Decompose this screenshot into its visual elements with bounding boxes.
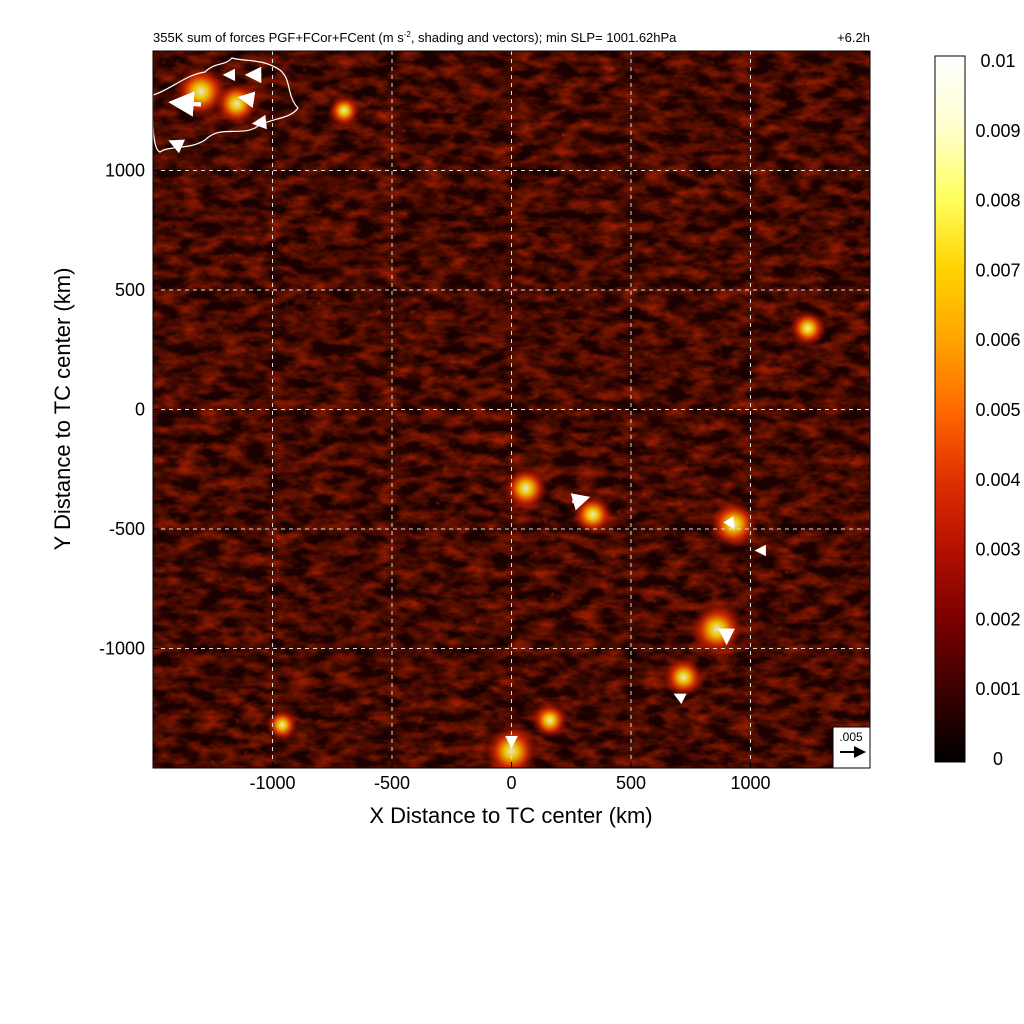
vector-arrow-icon [673, 693, 687, 705]
colorbar-tick-label: 0.001 [975, 679, 1020, 699]
time-label: +6.2h [837, 30, 870, 45]
heatmap-texture-fine [153, 51, 870, 768]
y-axis: -1000 -500 0 500 1000 [99, 161, 159, 659]
vector-layer [168, 66, 853, 756]
coastline [153, 57, 299, 153]
vector-arrow-icon [251, 114, 267, 130]
vector-arrow-icon [237, 91, 256, 108]
y-tick-label: -1000 [99, 639, 145, 659]
x-tick-label: -500 [374, 773, 410, 793]
reference-vector-label: .005 [839, 730, 863, 744]
colorbar-tick-label: 0.003 [975, 540, 1020, 560]
colorbar-tick-label: 0.01 [980, 51, 1015, 71]
chart-title: 355K sum of forces PGF+FCor+FCent (m s-2… [153, 30, 677, 45]
hotspot [662, 656, 705, 699]
hotspot [708, 498, 760, 550]
y-tick-label: 500 [115, 280, 145, 300]
y-tick-label: 0 [135, 400, 145, 420]
hotspot [502, 465, 550, 512]
vector-arrow-icon [168, 139, 186, 154]
colorbar-tick-label: 0.008 [975, 191, 1020, 211]
hotspot [530, 701, 569, 739]
colorbar-ticks: 0 0.001 0.002 0.003 0.004 0.005 0.006 0.007 0.00… [975, 51, 1020, 769]
y-tick-label: -500 [109, 519, 145, 539]
colorbar-tick-label: 0.007 [975, 260, 1020, 280]
x-tick-label: -1000 [249, 773, 295, 793]
hotspot [789, 309, 827, 348]
colorbar-tick-label: 0.005 [975, 400, 1020, 420]
colorbar-tick-label: 0 [993, 749, 1003, 769]
colorbar-tick-label: 0.002 [975, 609, 1020, 629]
hotspot [213, 80, 260, 127]
colorbar-tick-label: 0.009 [975, 121, 1020, 141]
reference-vector-key: .005 [832, 726, 871, 769]
hotspot [265, 708, 299, 742]
x-axis: -1000 -500 0 500 1000 [249, 762, 771, 793]
x-axis-label: X Distance to TC center (km) [369, 803, 652, 828]
plot-area [153, 51, 870, 768]
colorbar: 0 0.001 0.002 0.003 0.004 0.005 0.006 0.007 0.00… [934, 51, 1021, 769]
vector-arrow-icon [570, 493, 591, 511]
colorbar-tick-label: 0.004 [975, 470, 1020, 490]
colorbar-tick-label: 0.006 [975, 330, 1020, 350]
colorbar-rect [934, 55, 966, 763]
x-tick-label: 1000 [730, 773, 770, 793]
x-tick-label: 0 [506, 773, 516, 793]
y-tick-label: 1000 [105, 161, 145, 181]
vector-arrow-icon [723, 516, 735, 530]
x-tick-label: 500 [616, 773, 646, 793]
y-axis-label: Y Distance to TC center (km) [50, 268, 75, 551]
hotspot [327, 94, 361, 128]
vector-arrow-icon [168, 91, 202, 117]
